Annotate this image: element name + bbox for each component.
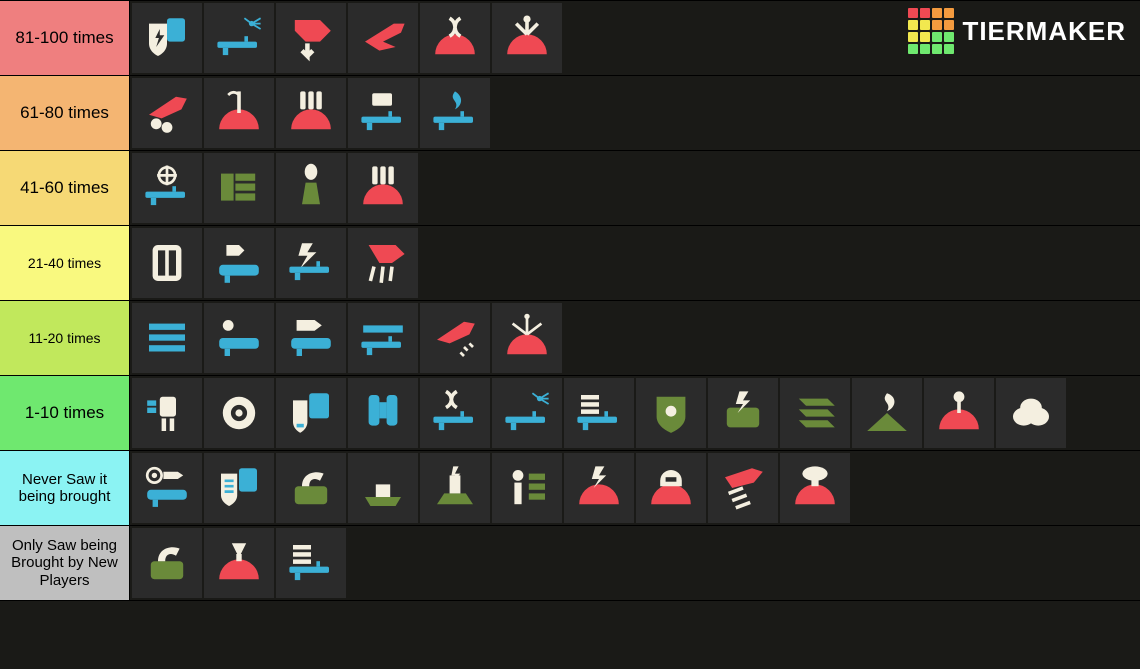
tier-item[interactable] [132, 78, 202, 148]
tier-item[interactable] [348, 78, 418, 148]
tier-item[interactable] [996, 378, 1066, 448]
tier-item[interactable] [492, 378, 562, 448]
tier-row: 11-20 times [0, 301, 1140, 376]
tier-item[interactable] [204, 378, 274, 448]
tier-label: 41-60 times [0, 151, 130, 225]
tier-items [130, 451, 852, 525]
tier-items [130, 76, 492, 150]
tier-row: Never Saw it being brought [0, 451, 1140, 526]
tier-item[interactable] [276, 228, 346, 298]
tier-item[interactable] [276, 303, 346, 373]
tier-item[interactable] [348, 3, 418, 73]
tier-item[interactable] [132, 3, 202, 73]
tier-item[interactable] [708, 453, 778, 523]
tier-item[interactable] [132, 303, 202, 373]
tier-label: Never Saw it being brought [0, 451, 130, 525]
tier-items [130, 301, 564, 375]
tier-item[interactable] [204, 453, 274, 523]
tier-row: Only Saw being Brought by New Players [0, 526, 1140, 601]
tier-item[interactable] [492, 303, 562, 373]
tier-item[interactable] [132, 528, 202, 598]
tiermaker-brand: TIERMAKER [908, 8, 1126, 54]
tier-label: 1-10 times [0, 376, 130, 450]
tier-item[interactable] [204, 153, 274, 223]
tier-item[interactable] [276, 528, 346, 598]
tier-item[interactable] [204, 228, 274, 298]
tier-items [130, 526, 348, 600]
tier-label: 61-80 times [0, 76, 130, 150]
tier-item[interactable] [276, 378, 346, 448]
tier-item[interactable] [132, 153, 202, 223]
tier-item[interactable] [276, 453, 346, 523]
tier-item[interactable] [348, 453, 418, 523]
tier-label: 81-100 times [0, 1, 130, 75]
tier-items [130, 376, 1068, 450]
tier-item[interactable] [492, 453, 562, 523]
tier-item[interactable] [564, 378, 634, 448]
tier-item[interactable] [420, 378, 490, 448]
tier-item[interactable] [132, 453, 202, 523]
tier-item[interactable] [204, 528, 274, 598]
tier-item[interactable] [204, 3, 274, 73]
tier-item[interactable] [132, 378, 202, 448]
tier-items [130, 226, 420, 300]
tier-item[interactable] [780, 378, 850, 448]
tier-items [130, 151, 420, 225]
tier-item[interactable] [276, 3, 346, 73]
tier-item[interactable] [348, 303, 418, 373]
tier-row: 1-10 times [0, 376, 1140, 451]
tier-item[interactable] [924, 378, 994, 448]
tier-item[interactable] [276, 153, 346, 223]
tier-item[interactable] [708, 378, 778, 448]
brand-text: TIERMAKER [962, 16, 1126, 47]
tier-row: 61-80 times [0, 76, 1140, 151]
tier-label: Only Saw being Brought by New Players [0, 526, 130, 600]
tier-item[interactable] [348, 378, 418, 448]
tier-label: 21-40 times [0, 226, 130, 300]
tier-item[interactable] [276, 78, 346, 148]
tier-item[interactable] [492, 3, 562, 73]
tier-row: 41-60 times [0, 151, 1140, 226]
tier-item[interactable] [420, 3, 490, 73]
tier-item[interactable] [348, 153, 418, 223]
tier-item[interactable] [636, 378, 706, 448]
tier-item[interactable] [852, 378, 922, 448]
tier-item[interactable] [132, 228, 202, 298]
tier-item[interactable] [204, 78, 274, 148]
tier-item[interactable] [420, 453, 490, 523]
tier-item[interactable] [420, 303, 490, 373]
tier-row: 21-40 times [0, 226, 1140, 301]
tier-item[interactable] [348, 228, 418, 298]
tier-list: 81-100 times61-80 times41-60 times21-40 … [0, 0, 1140, 601]
tier-label: 11-20 times [0, 301, 130, 375]
brand-logo-icon [908, 8, 954, 54]
tier-item[interactable] [780, 453, 850, 523]
tier-item[interactable] [564, 453, 634, 523]
tier-item[interactable] [204, 303, 274, 373]
tier-item[interactable] [636, 453, 706, 523]
tier-items [130, 1, 564, 75]
tier-item[interactable] [420, 78, 490, 148]
